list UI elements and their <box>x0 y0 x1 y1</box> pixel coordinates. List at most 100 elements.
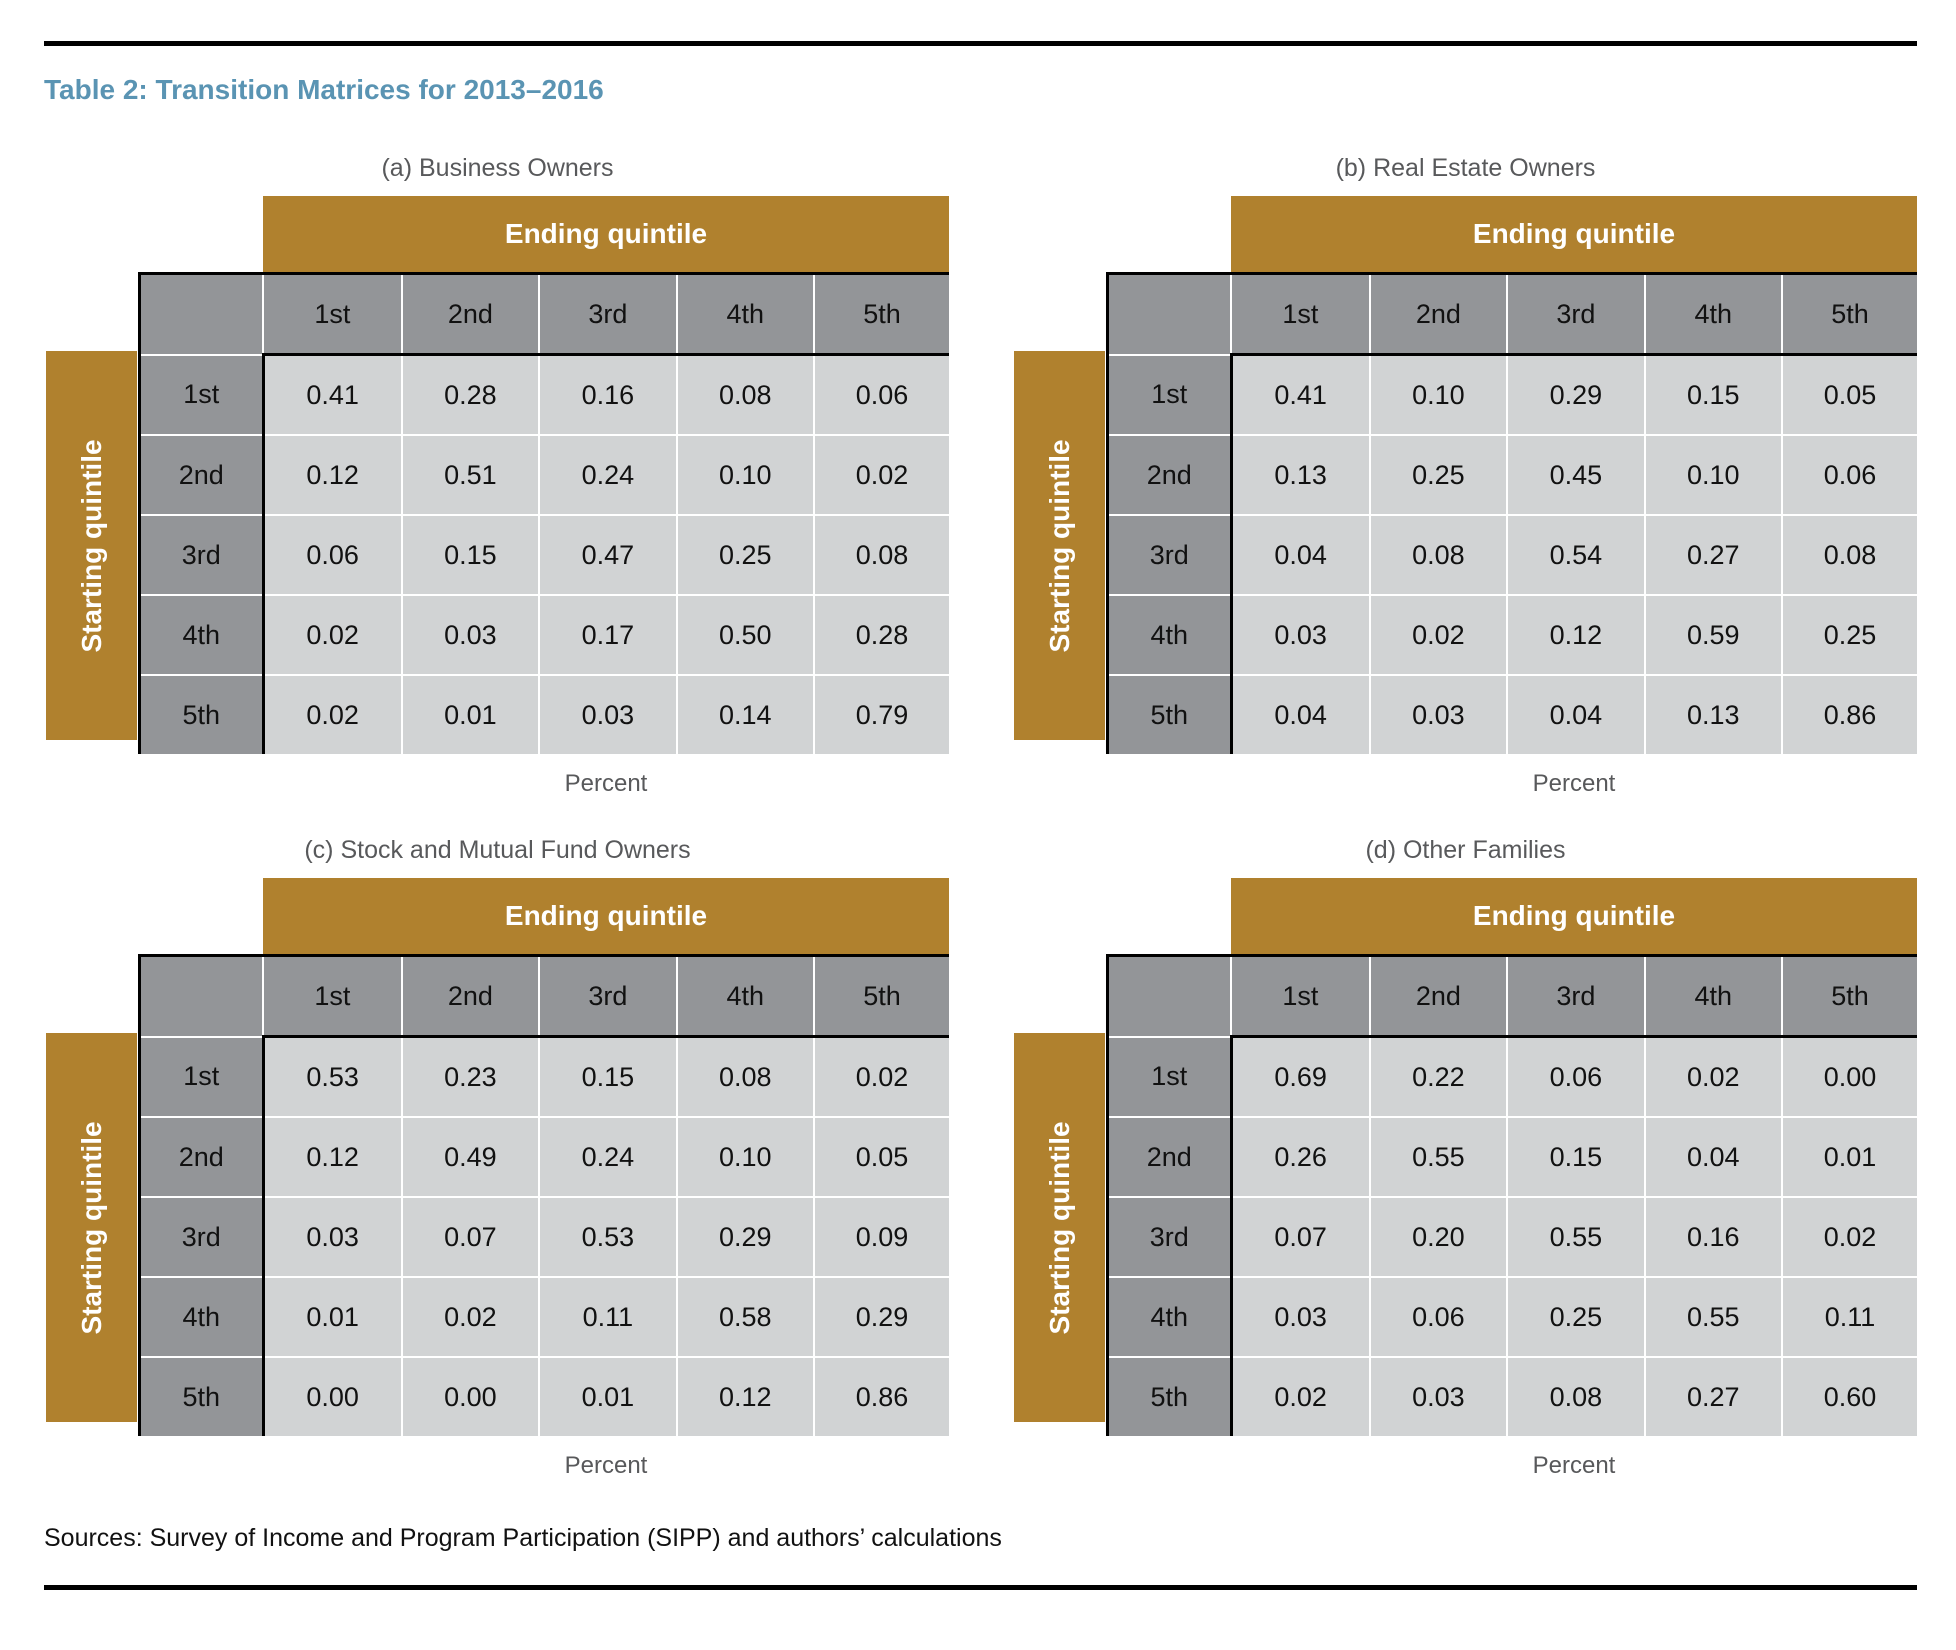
matrix-cell: 0.11 <box>1781 1276 1917 1358</box>
column-header: 1st <box>1230 272 1371 356</box>
column-header: 3rd <box>1506 272 1646 356</box>
column-header: 5th <box>813 954 949 1038</box>
matrix-cell: 0.15 <box>1506 1116 1646 1198</box>
matrix-cell: 0.16 <box>538 353 678 436</box>
column-header: 5th <box>1781 272 1917 356</box>
matrix-row: 2nd 0.12 0.51 0.24 0.10 0.02 <box>138 434 949 516</box>
ending-quintile-label: Ending quintile <box>504 218 708 249</box>
starting-quintile-header: Starting quintile <box>46 351 137 740</box>
transition-matrix: 1st 2nd 3rd 4th 5th 1st 0.69 0.22 0.06 0.02 0.00 2n… <box>1106 954 1917 1436</box>
row-header: 4th <box>138 594 265 676</box>
column-header: 4th <box>1643 954 1784 1038</box>
matrix-row: 3rd 0.07 0.20 0.55 0.16 0.02 <box>1106 1196 1917 1278</box>
ending-quintile-label: Ending quintile <box>504 900 708 931</box>
matrix-cell: 0.29 <box>1506 353 1646 436</box>
matrix-cell: 0.59 <box>1643 594 1784 676</box>
row-header: 5th <box>1106 1356 1233 1436</box>
matrix-cell: 0.04 <box>1643 1116 1784 1198</box>
matrix-cell: 0.04 <box>1506 674 1646 754</box>
matrix-panel: (c) Stock and Mutual Fund Owners Ending … <box>46 836 949 1479</box>
matrix-cell: 0.14 <box>675 674 816 754</box>
unit-label: Percent <box>1532 770 1616 797</box>
starting-quintile-label: Starting quintile <box>75 1120 107 1335</box>
matrix-cell: 0.08 <box>1781 514 1917 596</box>
matrix-cell: 0.02 <box>813 1035 949 1118</box>
matrix-cell: 0.25 <box>1781 594 1917 676</box>
matrix-cell: 0.29 <box>813 1276 949 1358</box>
unit-label: Percent <box>564 1452 648 1479</box>
matrix-cell: 0.26 <box>1230 1116 1371 1198</box>
row-header: 2nd <box>138 1116 265 1198</box>
panel-subtitle: (a) Business Owners <box>381 154 614 182</box>
matrix-row: 5th 0.04 0.03 0.04 0.13 0.86 <box>1106 674 1917 754</box>
matrix-cell: 0.55 <box>1368 1116 1509 1198</box>
matrix-row: 4th 0.03 0.06 0.25 0.55 0.11 <box>1106 1276 1917 1358</box>
matrix-cell: 0.05 <box>813 1116 949 1198</box>
matrix-cell: 0.12 <box>675 1356 816 1436</box>
matrix-row: 1st 0.69 0.22 0.06 0.02 0.00 <box>1106 1035 1917 1118</box>
column-header: 3rd <box>538 954 678 1038</box>
matrix-cell: 0.05 <box>1781 353 1917 436</box>
corner-cell <box>1106 272 1232 356</box>
matrix-cell: 0.03 <box>1368 674 1509 754</box>
matrix-cell: 0.06 <box>1781 434 1917 516</box>
matrix-cell: 0.00 <box>1781 1035 1917 1118</box>
matrix-cell: 0.01 <box>538 1356 678 1436</box>
matrix-cell: 0.15 <box>1643 353 1784 436</box>
matrix-cell: 0.06 <box>262 514 403 596</box>
matrix-cell: 0.29 <box>675 1196 816 1278</box>
matrix-cell: 0.08 <box>675 353 816 436</box>
row-header: 2nd <box>138 434 265 516</box>
matrix-cell: 0.58 <box>675 1276 816 1358</box>
matrix-cell: 0.11 <box>538 1276 678 1358</box>
column-header: 3rd <box>1506 954 1646 1038</box>
matrix-row: 1st 0.41 0.28 0.16 0.08 0.06 <box>138 353 949 436</box>
matrix-cell: 0.04 <box>1230 514 1371 596</box>
matrix-cell: 0.55 <box>1506 1196 1646 1278</box>
matrix-cell: 0.12 <box>262 1116 403 1198</box>
sources-note: Sources: Survey of Income and Program Pa… <box>44 1524 1002 1552</box>
matrix-cell: 0.04 <box>1230 674 1371 754</box>
starting-quintile-header: Starting quintile <box>1014 1033 1105 1422</box>
matrix-cell: 0.08 <box>813 514 949 596</box>
matrix-cell: 0.02 <box>1368 594 1509 676</box>
matrix-row: 5th 0.00 0.00 0.01 0.12 0.86 <box>138 1356 949 1436</box>
matrix-cell: 0.10 <box>1368 353 1509 436</box>
starting-quintile-label: Starting quintile <box>1043 1120 1075 1335</box>
ending-quintile-header: Ending quintile <box>1231 196 1917 272</box>
matrix-cell: 0.27 <box>1643 514 1784 596</box>
row-header: 1st <box>1106 1035 1233 1118</box>
matrix-row: 3rd 0.04 0.08 0.54 0.27 0.08 <box>1106 514 1917 596</box>
matrix-row: 4th 0.01 0.02 0.11 0.58 0.29 <box>138 1276 949 1358</box>
matrix-cell: 0.79 <box>813 674 949 754</box>
transition-matrix: 1st 2nd 3rd 4th 5th 1st 0.41 0.10 0.29 0.15 0.05 2n… <box>1106 272 1917 754</box>
matrix-cell: 0.13 <box>1230 434 1371 516</box>
matrix-cell: 0.06 <box>1506 1035 1646 1118</box>
transition-matrix: 1st 2nd 3rd 4th 5th 1st 0.41 0.28 0.16 0.08 0.06 2n… <box>138 272 949 754</box>
matrix-cell: 0.10 <box>675 434 816 516</box>
matrix-cell: 0.02 <box>1643 1035 1784 1118</box>
column-header: 2nd <box>1368 272 1509 356</box>
matrix-cell: 0.12 <box>1506 594 1646 676</box>
column-header: 4th <box>675 272 816 356</box>
column-header-row: 1st 2nd 3rd 4th 5th <box>138 954 949 1038</box>
matrix-cell: 0.02 <box>262 674 403 754</box>
matrix-cell: 0.54 <box>1506 514 1646 596</box>
matrix-cell: 0.55 <box>1643 1276 1784 1358</box>
column-header: 2nd <box>1368 954 1509 1038</box>
matrix-cell: 0.17 <box>538 594 678 676</box>
matrix-cell: 0.51 <box>400 434 541 516</box>
matrix-cell: 0.07 <box>1230 1196 1371 1278</box>
matrix-panel: (b) Real Estate Owners Ending quintile S… <box>1014 154 1917 797</box>
unit-label: Percent <box>564 770 648 797</box>
matrix-row: 4th 0.03 0.02 0.12 0.59 0.25 <box>1106 594 1917 676</box>
matrix-cell: 0.03 <box>538 674 678 754</box>
corner-cell <box>138 954 264 1038</box>
unit-label: Percent <box>1532 1452 1616 1479</box>
matrix-cell: 0.23 <box>400 1035 541 1118</box>
matrix-cell: 0.49 <box>400 1116 541 1198</box>
ending-quintile-header: Ending quintile <box>1231 878 1917 954</box>
row-header: 5th <box>1106 674 1233 754</box>
column-header: 5th <box>813 272 949 356</box>
matrix-cell: 0.16 <box>1643 1196 1784 1278</box>
